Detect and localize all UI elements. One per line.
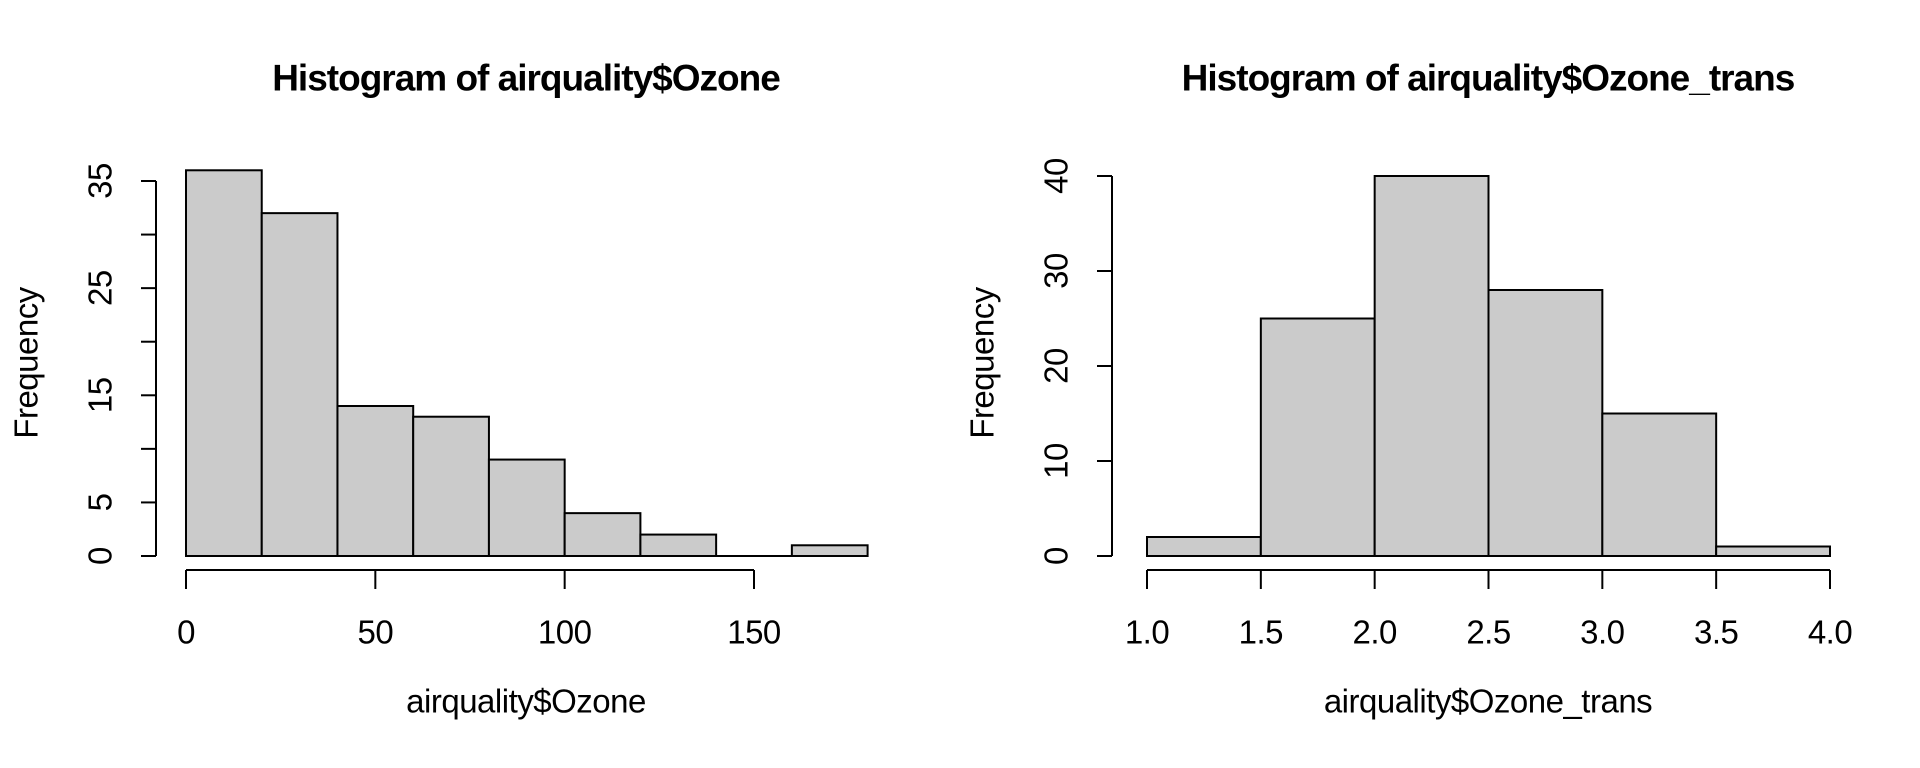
y-tick-label: 35 bbox=[82, 163, 119, 199]
y-tick-label: 40 bbox=[1038, 158, 1075, 194]
x-tick-label: 3.0 bbox=[1580, 614, 1625, 651]
histogram-bar bbox=[1487, 289, 1604, 557]
x-axis-title: airquality$Ozone_trans bbox=[1324, 683, 1652, 720]
chart-title: Histogram of airquality$Ozone bbox=[272, 58, 780, 99]
histogram-panel-left: 0 5 15 25 35 0 50 100 150 Frequency airquality$Ozo… bbox=[8, 58, 869, 720]
y-tick-label: 5 bbox=[82, 493, 119, 511]
histogram-bar bbox=[185, 169, 263, 558]
y-tick-label: 15 bbox=[82, 377, 119, 413]
histogram-bar bbox=[412, 415, 490, 558]
histogram-bar bbox=[487, 458, 566, 558]
x-tick-label: 50 bbox=[357, 614, 393, 651]
y-tick-label: 0 bbox=[82, 547, 119, 565]
y-tick-label: 10 bbox=[1038, 443, 1075, 479]
histogram-bar bbox=[336, 405, 415, 557]
x-axis-title: airquality$Ozone bbox=[406, 683, 646, 720]
x-tick-label: 100 bbox=[538, 614, 592, 651]
y-axis-title: Frequency bbox=[8, 286, 45, 438]
y-tick-label: 20 bbox=[1038, 348, 1075, 384]
chart-title: Histogram of airquality$Ozone_trans bbox=[1182, 58, 1795, 99]
histogram-bar bbox=[1373, 175, 1490, 557]
y-tick-label: 30 bbox=[1038, 253, 1075, 289]
x-tick-label: 2.5 bbox=[1466, 614, 1510, 651]
histogram-bar bbox=[1259, 317, 1376, 557]
histogram-bar bbox=[1715, 545, 1831, 557]
histogram-bar bbox=[639, 533, 718, 557]
x-tick-label: 150 bbox=[727, 614, 781, 651]
x-tick-label: 1.0 bbox=[1125, 614, 1170, 651]
histogram-bar bbox=[260, 212, 339, 557]
histogram-bar bbox=[1146, 536, 1262, 557]
histogram-bar bbox=[1601, 412, 1718, 557]
x-tick-label: 2.0 bbox=[1352, 614, 1397, 651]
x-tick-label: 0 bbox=[177, 614, 195, 651]
y-axis-title: Frequency bbox=[964, 286, 1001, 438]
histogram-bar bbox=[563, 512, 642, 558]
histogram-bar bbox=[790, 544, 869, 557]
x-tick-label: 1.5 bbox=[1239, 614, 1283, 651]
y-tick-label: 25 bbox=[82, 270, 119, 306]
histogram-panel-right: 0 10 20 30 40 1.0 1.5 2.0 2.5 3.0 3.5 4.0 Frequency a… bbox=[964, 58, 1853, 720]
x-tick-label: 3.5 bbox=[1694, 614, 1738, 651]
x-tick-label: 4.0 bbox=[1808, 614, 1853, 651]
y-tick-label: 0 bbox=[1038, 547, 1075, 565]
